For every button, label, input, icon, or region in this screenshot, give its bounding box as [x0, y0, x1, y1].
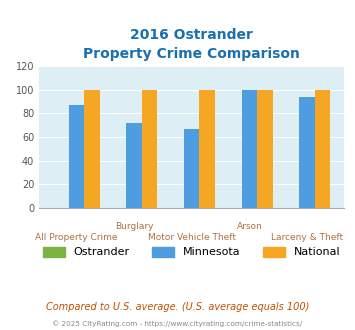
Text: Compared to U.S. average. (U.S. average equals 100): Compared to U.S. average. (U.S. average …	[46, 302, 309, 312]
Bar	[299, 97, 315, 208]
Text: Larceny & Theft: Larceny & Theft	[271, 233, 343, 243]
Bar	[126, 123, 142, 208]
Text: Burglary: Burglary	[115, 222, 153, 231]
Text: All Property Crime: All Property Crime	[35, 233, 118, 243]
Bar	[84, 90, 100, 208]
Legend: Ostrander, Minnesota, National: Ostrander, Minnesota, National	[38, 242, 345, 262]
Bar	[242, 90, 257, 208]
Text: Motor Vehicle Theft: Motor Vehicle Theft	[148, 233, 236, 243]
Title: 2016 Ostrander
Property Crime Comparison: 2016 Ostrander Property Crime Comparison	[83, 28, 300, 61]
Bar	[200, 90, 215, 208]
Text: © 2025 CityRating.com - https://www.cityrating.com/crime-statistics/: © 2025 CityRating.com - https://www.city…	[53, 321, 302, 327]
Bar	[257, 90, 273, 208]
Bar	[69, 105, 84, 208]
Bar	[315, 90, 331, 208]
Bar	[184, 129, 200, 208]
Text: Arson: Arson	[236, 222, 262, 231]
Bar	[142, 90, 157, 208]
